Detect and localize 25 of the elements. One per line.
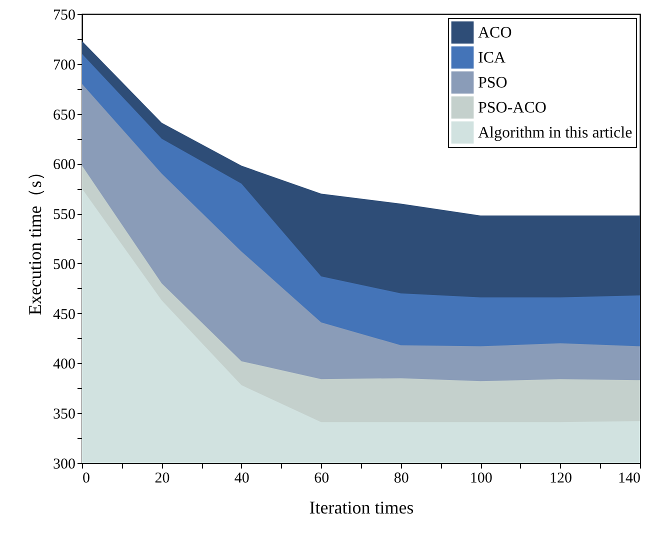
x-tick-label: 100 [470,470,492,486]
y-tick-label: 650 [53,107,76,124]
x-tick-label: 80 [394,470,409,486]
y-tick-label: 750 [53,8,76,24]
y-axis-title: Execution time（s） [25,162,45,316]
x-tick-label: 60 [314,470,330,486]
y-tick-label: 300 [53,456,76,472]
y-tick-label: 500 [53,256,76,273]
y-tick-label: 700 [53,57,76,74]
legend-label: ICA [478,50,506,66]
x-tick-label: 140 [618,470,640,486]
y-tick-label: 600 [53,157,76,174]
legend-label: ACO [478,24,512,42]
x-tick-label: 20 [154,470,170,486]
y-tick-label: 400 [53,356,76,373]
legend-label: PSO-ACO [478,100,546,116]
legend-label: PSO [478,74,508,92]
x-tick-label: 120 [550,470,572,486]
legend-label: Algorithm in this article [478,124,632,142]
y-tick-label: 550 [53,207,76,224]
x-axis-title: Iteration times [309,498,414,518]
x-tick-label: 0 [82,470,90,486]
y-tick-label: 350 [53,406,76,423]
x-tick-label: 40 [234,470,250,486]
y-tick-label: 450 [53,306,76,323]
